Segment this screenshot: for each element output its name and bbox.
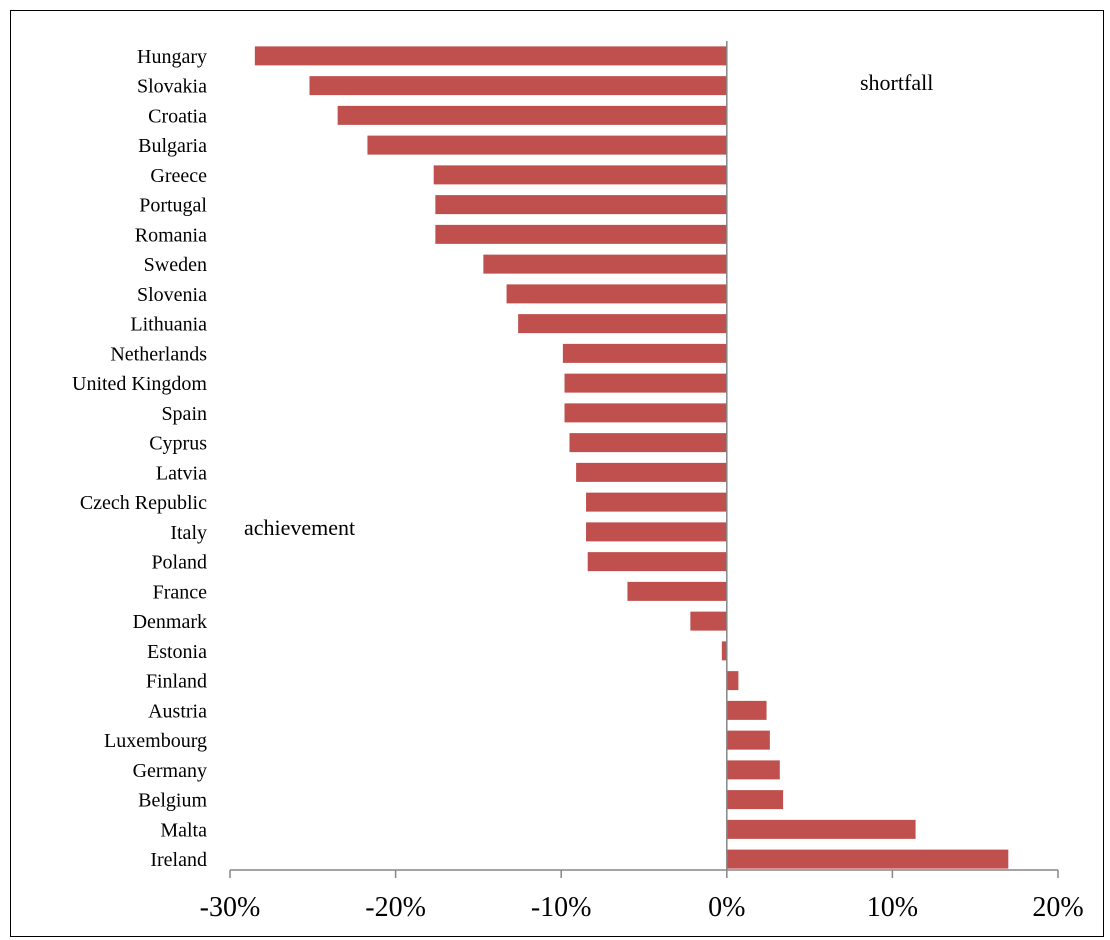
category-label: Hungary [137, 46, 207, 68]
category-label: Romania [135, 224, 207, 246]
bar-romania [435, 224, 727, 244]
category-label: Latvia [156, 462, 207, 484]
chart-frame [10, 10, 1104, 937]
bar-croatia [337, 105, 727, 125]
category-label: Slovakia [137, 76, 207, 98]
category-label: Croatia [148, 105, 207, 127]
bar-united-kingdom [564, 373, 727, 393]
bar-belgium [726, 790, 784, 810]
bar-ireland [726, 849, 1009, 869]
bar-sweden [483, 254, 727, 274]
bars-layer [254, 46, 1009, 869]
bar-estonia [721, 641, 727, 661]
category-label: Cyprus [149, 433, 207, 455]
x-tick-label: -30% [200, 892, 261, 923]
bar-czech-republic [586, 492, 727, 512]
category-labels: Hungary Slovakia Croatia Bulgaria Greece Port… [72, 46, 207, 871]
x-tick-label: -10% [531, 892, 592, 923]
category-label: Lithuania [130, 314, 207, 336]
bar-france [627, 581, 727, 601]
category-label: France [153, 581, 208, 603]
category-label: Czech Republic [80, 492, 207, 514]
bar-luxembourg [726, 730, 770, 750]
bar-italy [586, 522, 727, 542]
x-axis: -30% -20% -10% 0% 10% 20% [200, 41, 1084, 923]
bar-slovakia [309, 76, 727, 96]
bar-lithuania [518, 314, 727, 334]
category-label: Austria [148, 700, 207, 722]
category-label: Malta [160, 819, 207, 841]
bar-slovenia [506, 284, 727, 304]
bar-greece [433, 165, 727, 185]
category-label: Denmark [133, 611, 207, 633]
category-label: Belgium [138, 790, 207, 812]
bar-latvia [576, 462, 727, 482]
x-tick-label: 10% [867, 892, 918, 923]
category-label: Finland [146, 671, 207, 693]
category-label: Germany [133, 760, 207, 782]
bar-austria [726, 700, 767, 720]
x-tick-label: 0% [708, 892, 745, 923]
bar-portugal [435, 195, 727, 215]
category-label: Sweden [144, 254, 207, 276]
bar-spain [564, 403, 727, 423]
category-label: Portugal [139, 195, 207, 217]
category-label: Poland [151, 552, 207, 574]
bar-denmark [690, 611, 727, 631]
category-label: Greece [150, 165, 207, 187]
bar-bulgaria [367, 135, 727, 155]
annotation-shortfall: shortfall [860, 70, 933, 95]
bar-germany [726, 760, 780, 780]
category-label: United Kingdom [72, 373, 207, 395]
x-tick-label: 20% [1032, 892, 1083, 923]
bar-poland [587, 552, 727, 572]
bar-finland [726, 671, 739, 691]
x-tick-label: -20% [365, 892, 426, 923]
category-label: Netherlands [110, 343, 207, 365]
category-label: Bulgaria [138, 135, 207, 157]
category-label: Slovenia [137, 284, 207, 306]
bar-netherlands [562, 343, 727, 363]
category-label: Estonia [147, 641, 207, 663]
bar-hungary [254, 46, 727, 66]
category-label: Ireland [150, 849, 207, 871]
category-label: Luxembourg [104, 730, 207, 752]
category-label: Italy [170, 522, 207, 544]
bar-malta [726, 819, 916, 839]
bar-cyprus [569, 433, 727, 453]
annotation-achievement: achievement [244, 515, 355, 540]
category-label: Spain [161, 403, 207, 425]
